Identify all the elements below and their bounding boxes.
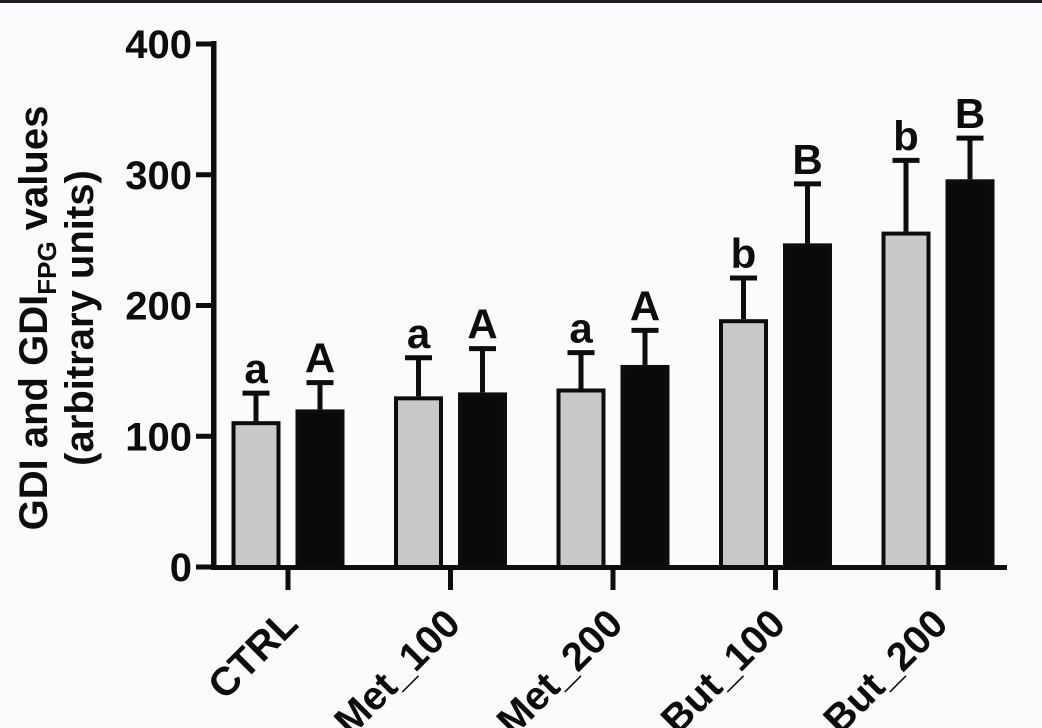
x-tick-met_100: [448, 568, 453, 590]
y-tick-100: [196, 433, 212, 439]
significance-letter-gdi_fpg-ctrl: A: [305, 335, 335, 382]
y-tick-label-100: 100: [125, 415, 192, 459]
y-tick-label-400: 400: [125, 23, 192, 67]
y-tick-label-200: 200: [125, 285, 192, 329]
x-tick-but_200: [935, 568, 941, 590]
bar-gdi-ctrl: [231, 421, 281, 570]
bar-gdi_fpg-met_200: [620, 364, 670, 571]
y-tick-label-0: 0: [170, 546, 192, 590]
significance-letter-gdi_fpg-met_100: A: [467, 301, 497, 348]
top-border-line: [0, 0, 1042, 3]
bar-gdi-but_200: [881, 231, 931, 570]
y-tick-label-300: 300: [125, 154, 192, 198]
significance-letter-gdi-but_100: b: [731, 230, 757, 277]
bar-gdi_fpg-but_200: [945, 179, 995, 570]
significance-letter-gdi-but_200: b: [893, 112, 919, 159]
x-tick-label-met_200: Met_200: [489, 601, 632, 728]
significance-letter-gdi-ctrl: a: [244, 345, 268, 392]
significance-letter-gdi_fpg-but_200: B: [955, 90, 985, 137]
x-tick-label-but_200: But_200: [815, 601, 956, 728]
x-tick-ctrl: [285, 568, 291, 590]
y-tick-300: [196, 172, 212, 178]
bar-gdi-met_100: [394, 396, 443, 570]
y-tick-200: [196, 303, 212, 308]
x-tick-label-but_100: But_100: [653, 601, 794, 728]
x-axis-line: [211, 565, 1007, 570]
significance-letter-gdi-met_200: a: [569, 305, 593, 352]
x-tick-label-ctrl: CTRL: [200, 601, 307, 708]
y-tick-0: [196, 564, 212, 570]
bar-gdi_fpg-but_100: [783, 243, 832, 570]
bar-gdi_fpg-ctrl: [295, 409, 345, 570]
y-axis-line: [211, 41, 217, 570]
x-tick-label-met_100: Met_100: [326, 601, 469, 728]
bar-gdi-but_100: [719, 319, 768, 570]
x-tick-met_200: [610, 568, 616, 590]
x-tick-but_100: [773, 568, 778, 590]
bar-gdi_fpg-met_100: [458, 392, 507, 570]
significance-letter-gdi_fpg-met_200: A: [630, 282, 660, 329]
significance-letter-gdi-met_100: a: [407, 310, 431, 357]
y-tick-400: [196, 41, 212, 47]
significance-letter-gdi_fpg-but_100: B: [792, 136, 822, 183]
bar-gdi-met_200: [556, 388, 606, 570]
